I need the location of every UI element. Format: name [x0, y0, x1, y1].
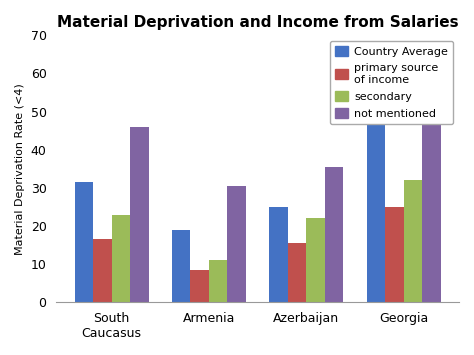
Bar	[228, 186, 246, 302]
Title: Material Deprivation and Income from Salaries: Material Deprivation and Income from Sal…	[57, 15, 458, 30]
Bar	[191, 270, 209, 302]
Legend: Country Average, primary source
of income, secondary, not mentioned: Country Average, primary source of incom…	[329, 41, 454, 124]
Bar	[111, 214, 130, 302]
Bar	[93, 239, 111, 302]
Bar	[385, 207, 404, 302]
Bar	[367, 119, 385, 302]
Bar	[130, 127, 148, 302]
Bar	[74, 182, 93, 302]
Bar	[209, 260, 228, 302]
Bar	[269, 207, 288, 302]
Bar	[422, 54, 441, 302]
Bar	[288, 243, 306, 302]
Y-axis label: Material Deprivation Rate (<4): Material Deprivation Rate (<4)	[15, 83, 25, 255]
Bar	[172, 230, 191, 302]
Bar	[325, 167, 343, 302]
Bar	[404, 180, 422, 302]
Bar	[306, 218, 325, 302]
